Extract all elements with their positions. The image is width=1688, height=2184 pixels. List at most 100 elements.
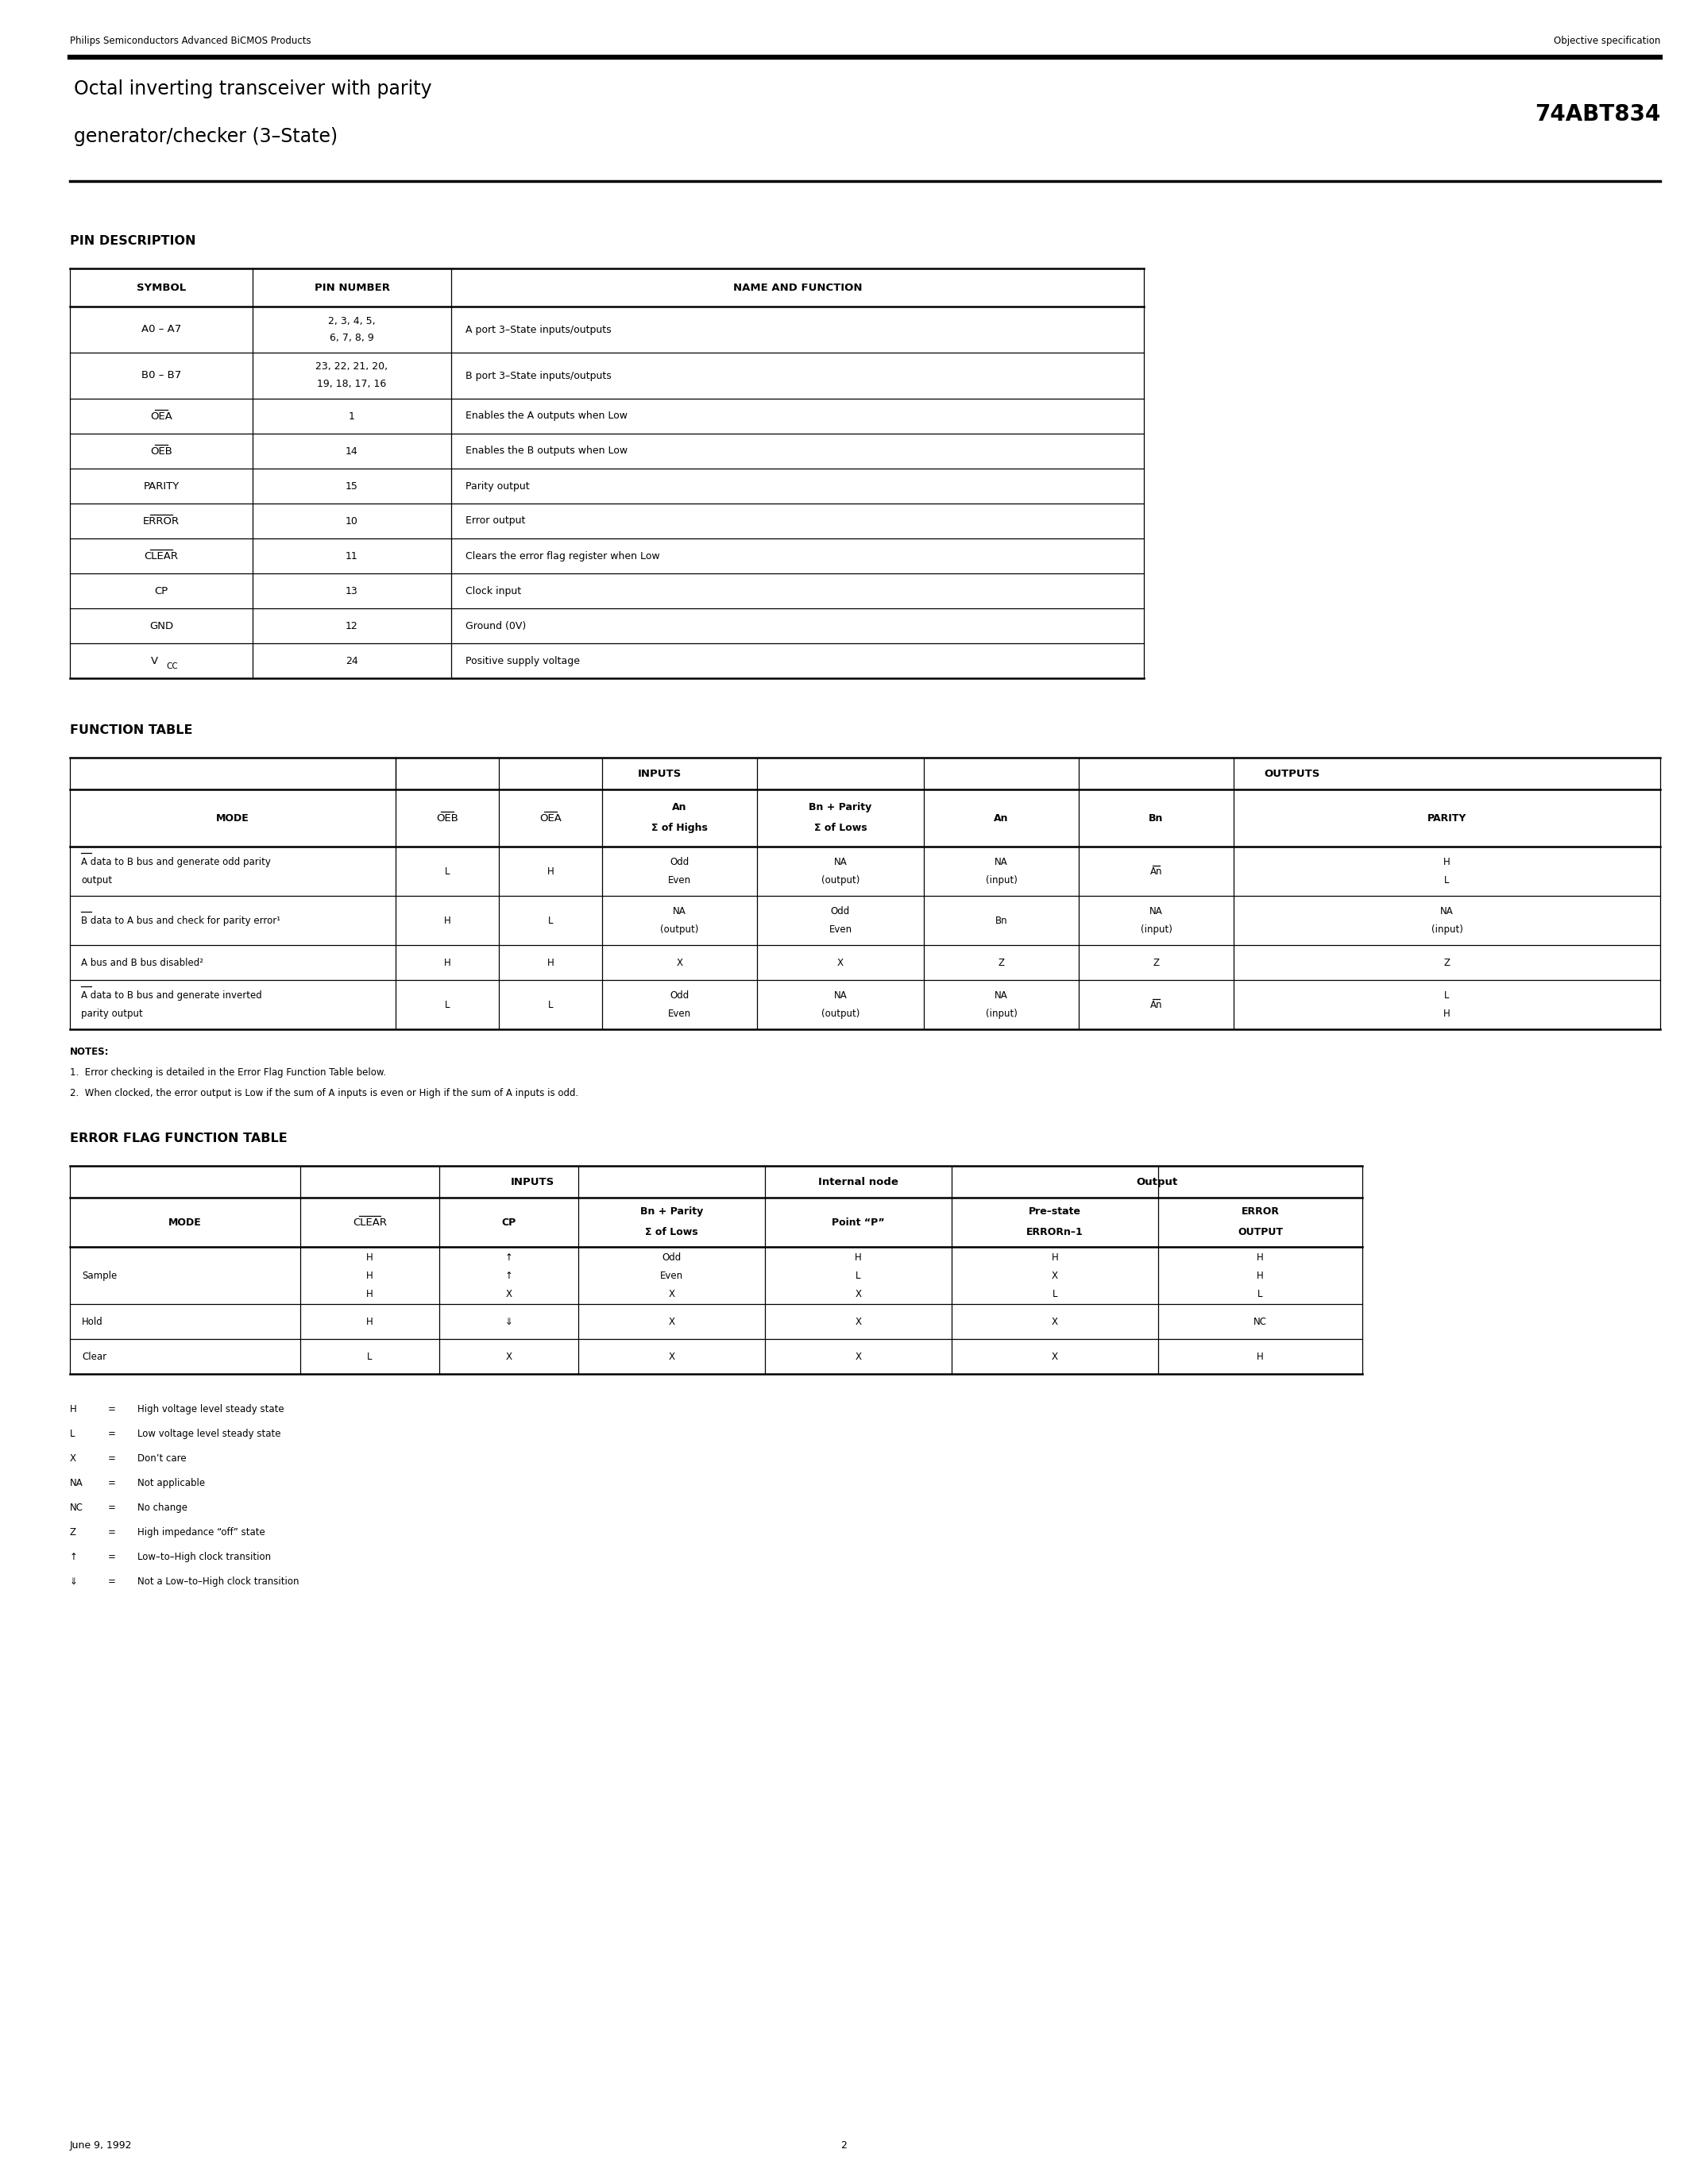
Text: Not a Low–to–High clock transition: Not a Low–to–High clock transition bbox=[137, 1577, 299, 1588]
Text: V: V bbox=[150, 655, 157, 666]
Text: (input): (input) bbox=[986, 876, 1018, 885]
Text: ERROR FLAG FUNCTION TABLE: ERROR FLAG FUNCTION TABLE bbox=[69, 1133, 287, 1144]
Text: (input): (input) bbox=[1141, 924, 1171, 935]
Text: X: X bbox=[668, 1352, 675, 1361]
Text: High impedance “off” state: High impedance “off” state bbox=[137, 1527, 265, 1538]
Text: 15: 15 bbox=[346, 480, 358, 491]
Text: Clears the error flag register when Low: Clears the error flag register when Low bbox=[466, 550, 660, 561]
Text: Octal inverting transceiver with parity: Octal inverting transceiver with parity bbox=[74, 79, 432, 98]
Text: NA: NA bbox=[1440, 906, 1453, 917]
Text: PARITY: PARITY bbox=[143, 480, 179, 491]
Text: =: = bbox=[108, 1479, 116, 1487]
Text: L: L bbox=[444, 1000, 449, 1009]
Text: output: output bbox=[81, 876, 111, 885]
Text: Even: Even bbox=[668, 876, 690, 885]
Text: X: X bbox=[668, 1289, 675, 1299]
Text: A data to B bus and generate odd parity: A data to B bus and generate odd parity bbox=[81, 856, 270, 867]
Text: Odd: Odd bbox=[830, 906, 851, 917]
Text: PIN DESCRIPTION: PIN DESCRIPTION bbox=[69, 236, 196, 247]
Text: L: L bbox=[549, 915, 554, 926]
Text: Bn + Parity: Bn + Parity bbox=[640, 1206, 704, 1216]
Text: FUNCTION TABLE: FUNCTION TABLE bbox=[69, 725, 192, 736]
Text: High voltage level steady state: High voltage level steady state bbox=[137, 1404, 284, 1415]
Text: Z: Z bbox=[69, 1527, 76, 1538]
Text: NA: NA bbox=[834, 989, 847, 1000]
Text: H: H bbox=[854, 1251, 863, 1262]
Text: Point “P”: Point “P” bbox=[832, 1216, 885, 1227]
Text: Odd: Odd bbox=[670, 856, 689, 867]
Text: Z: Z bbox=[1153, 957, 1160, 968]
Text: Ground (0V): Ground (0V) bbox=[466, 620, 527, 631]
Text: H: H bbox=[1258, 1352, 1264, 1361]
Text: L: L bbox=[856, 1271, 861, 1280]
Text: Clear: Clear bbox=[81, 1352, 106, 1361]
Text: X: X bbox=[856, 1352, 861, 1361]
Text: Even: Even bbox=[660, 1271, 684, 1280]
Text: OEB: OEB bbox=[436, 812, 457, 823]
Text: L: L bbox=[1445, 876, 1450, 885]
Text: (output): (output) bbox=[660, 924, 699, 935]
Text: An: An bbox=[672, 802, 687, 812]
Text: OUTPUTS: OUTPUTS bbox=[1264, 769, 1320, 780]
Text: X: X bbox=[837, 957, 844, 968]
Text: Error output: Error output bbox=[466, 515, 525, 526]
Text: Internal node: Internal node bbox=[819, 1177, 898, 1186]
Text: Clock input: Clock input bbox=[466, 585, 522, 596]
Text: Philips Semiconductors Advanced BiCMOS Products: Philips Semiconductors Advanced BiCMOS P… bbox=[69, 37, 311, 46]
Text: =: = bbox=[108, 1404, 116, 1415]
Text: NAME AND FUNCTION: NAME AND FUNCTION bbox=[733, 282, 863, 293]
Text: Low–to–High clock transition: Low–to–High clock transition bbox=[137, 1553, 272, 1562]
Text: An: An bbox=[1150, 1000, 1163, 1009]
Text: 23, 22, 21, 20,: 23, 22, 21, 20, bbox=[316, 363, 388, 371]
Text: Low voltage level steady state: Low voltage level steady state bbox=[137, 1428, 280, 1439]
Text: Odd: Odd bbox=[662, 1251, 682, 1262]
Text: H: H bbox=[1443, 1009, 1450, 1020]
Text: CLEAR: CLEAR bbox=[143, 550, 179, 561]
Text: X: X bbox=[856, 1289, 861, 1299]
Text: NA: NA bbox=[994, 989, 1008, 1000]
Text: H: H bbox=[366, 1317, 373, 1326]
Text: H: H bbox=[69, 1404, 78, 1415]
Text: =: = bbox=[108, 1527, 116, 1538]
Text: ↑: ↑ bbox=[505, 1251, 513, 1262]
Text: B data to A bus and check for parity error¹: B data to A bus and check for parity err… bbox=[81, 915, 280, 926]
Text: Bn + Parity: Bn + Parity bbox=[809, 802, 873, 812]
Text: X: X bbox=[506, 1352, 511, 1361]
Text: Not applicable: Not applicable bbox=[137, 1479, 204, 1487]
Text: B0 – B7: B0 – B7 bbox=[142, 371, 181, 380]
Text: (input): (input) bbox=[986, 1009, 1018, 1020]
Text: Odd: Odd bbox=[670, 989, 689, 1000]
Text: NA: NA bbox=[69, 1479, 83, 1487]
Text: MODE: MODE bbox=[169, 1216, 201, 1227]
Text: =: = bbox=[108, 1428, 116, 1439]
Text: ⇓: ⇓ bbox=[505, 1317, 513, 1326]
Text: PARITY: PARITY bbox=[1428, 812, 1467, 823]
Text: H: H bbox=[547, 867, 554, 876]
Text: Parity output: Parity output bbox=[466, 480, 530, 491]
Text: ERRORn–1: ERRORn–1 bbox=[1026, 1227, 1084, 1236]
Text: L: L bbox=[1445, 989, 1450, 1000]
Text: Positive supply voltage: Positive supply voltage bbox=[466, 655, 581, 666]
Text: H: H bbox=[366, 1271, 373, 1280]
Text: MODE: MODE bbox=[216, 812, 250, 823]
Text: NA: NA bbox=[834, 856, 847, 867]
Text: Don’t care: Don’t care bbox=[137, 1452, 186, 1463]
Text: X: X bbox=[1052, 1317, 1058, 1326]
Text: X: X bbox=[69, 1452, 76, 1463]
Text: OEB: OEB bbox=[150, 446, 172, 456]
Text: ERROR: ERROR bbox=[1241, 1206, 1280, 1216]
Text: OUTPUT: OUTPUT bbox=[1237, 1227, 1283, 1236]
Text: 10: 10 bbox=[346, 515, 358, 526]
Text: INPUTS: INPUTS bbox=[511, 1177, 555, 1186]
Text: CP: CP bbox=[501, 1216, 517, 1227]
Text: L: L bbox=[1258, 1289, 1263, 1299]
Text: H: H bbox=[1443, 856, 1450, 867]
Text: NC: NC bbox=[69, 1503, 83, 1514]
Text: 14: 14 bbox=[346, 446, 358, 456]
Text: Σ of Highs: Σ of Highs bbox=[652, 823, 707, 832]
Text: 13: 13 bbox=[346, 585, 358, 596]
Text: =: = bbox=[108, 1452, 116, 1463]
Text: Pre–state: Pre–state bbox=[1028, 1206, 1080, 1216]
Text: NA: NA bbox=[994, 856, 1008, 867]
Text: H: H bbox=[1052, 1251, 1058, 1262]
